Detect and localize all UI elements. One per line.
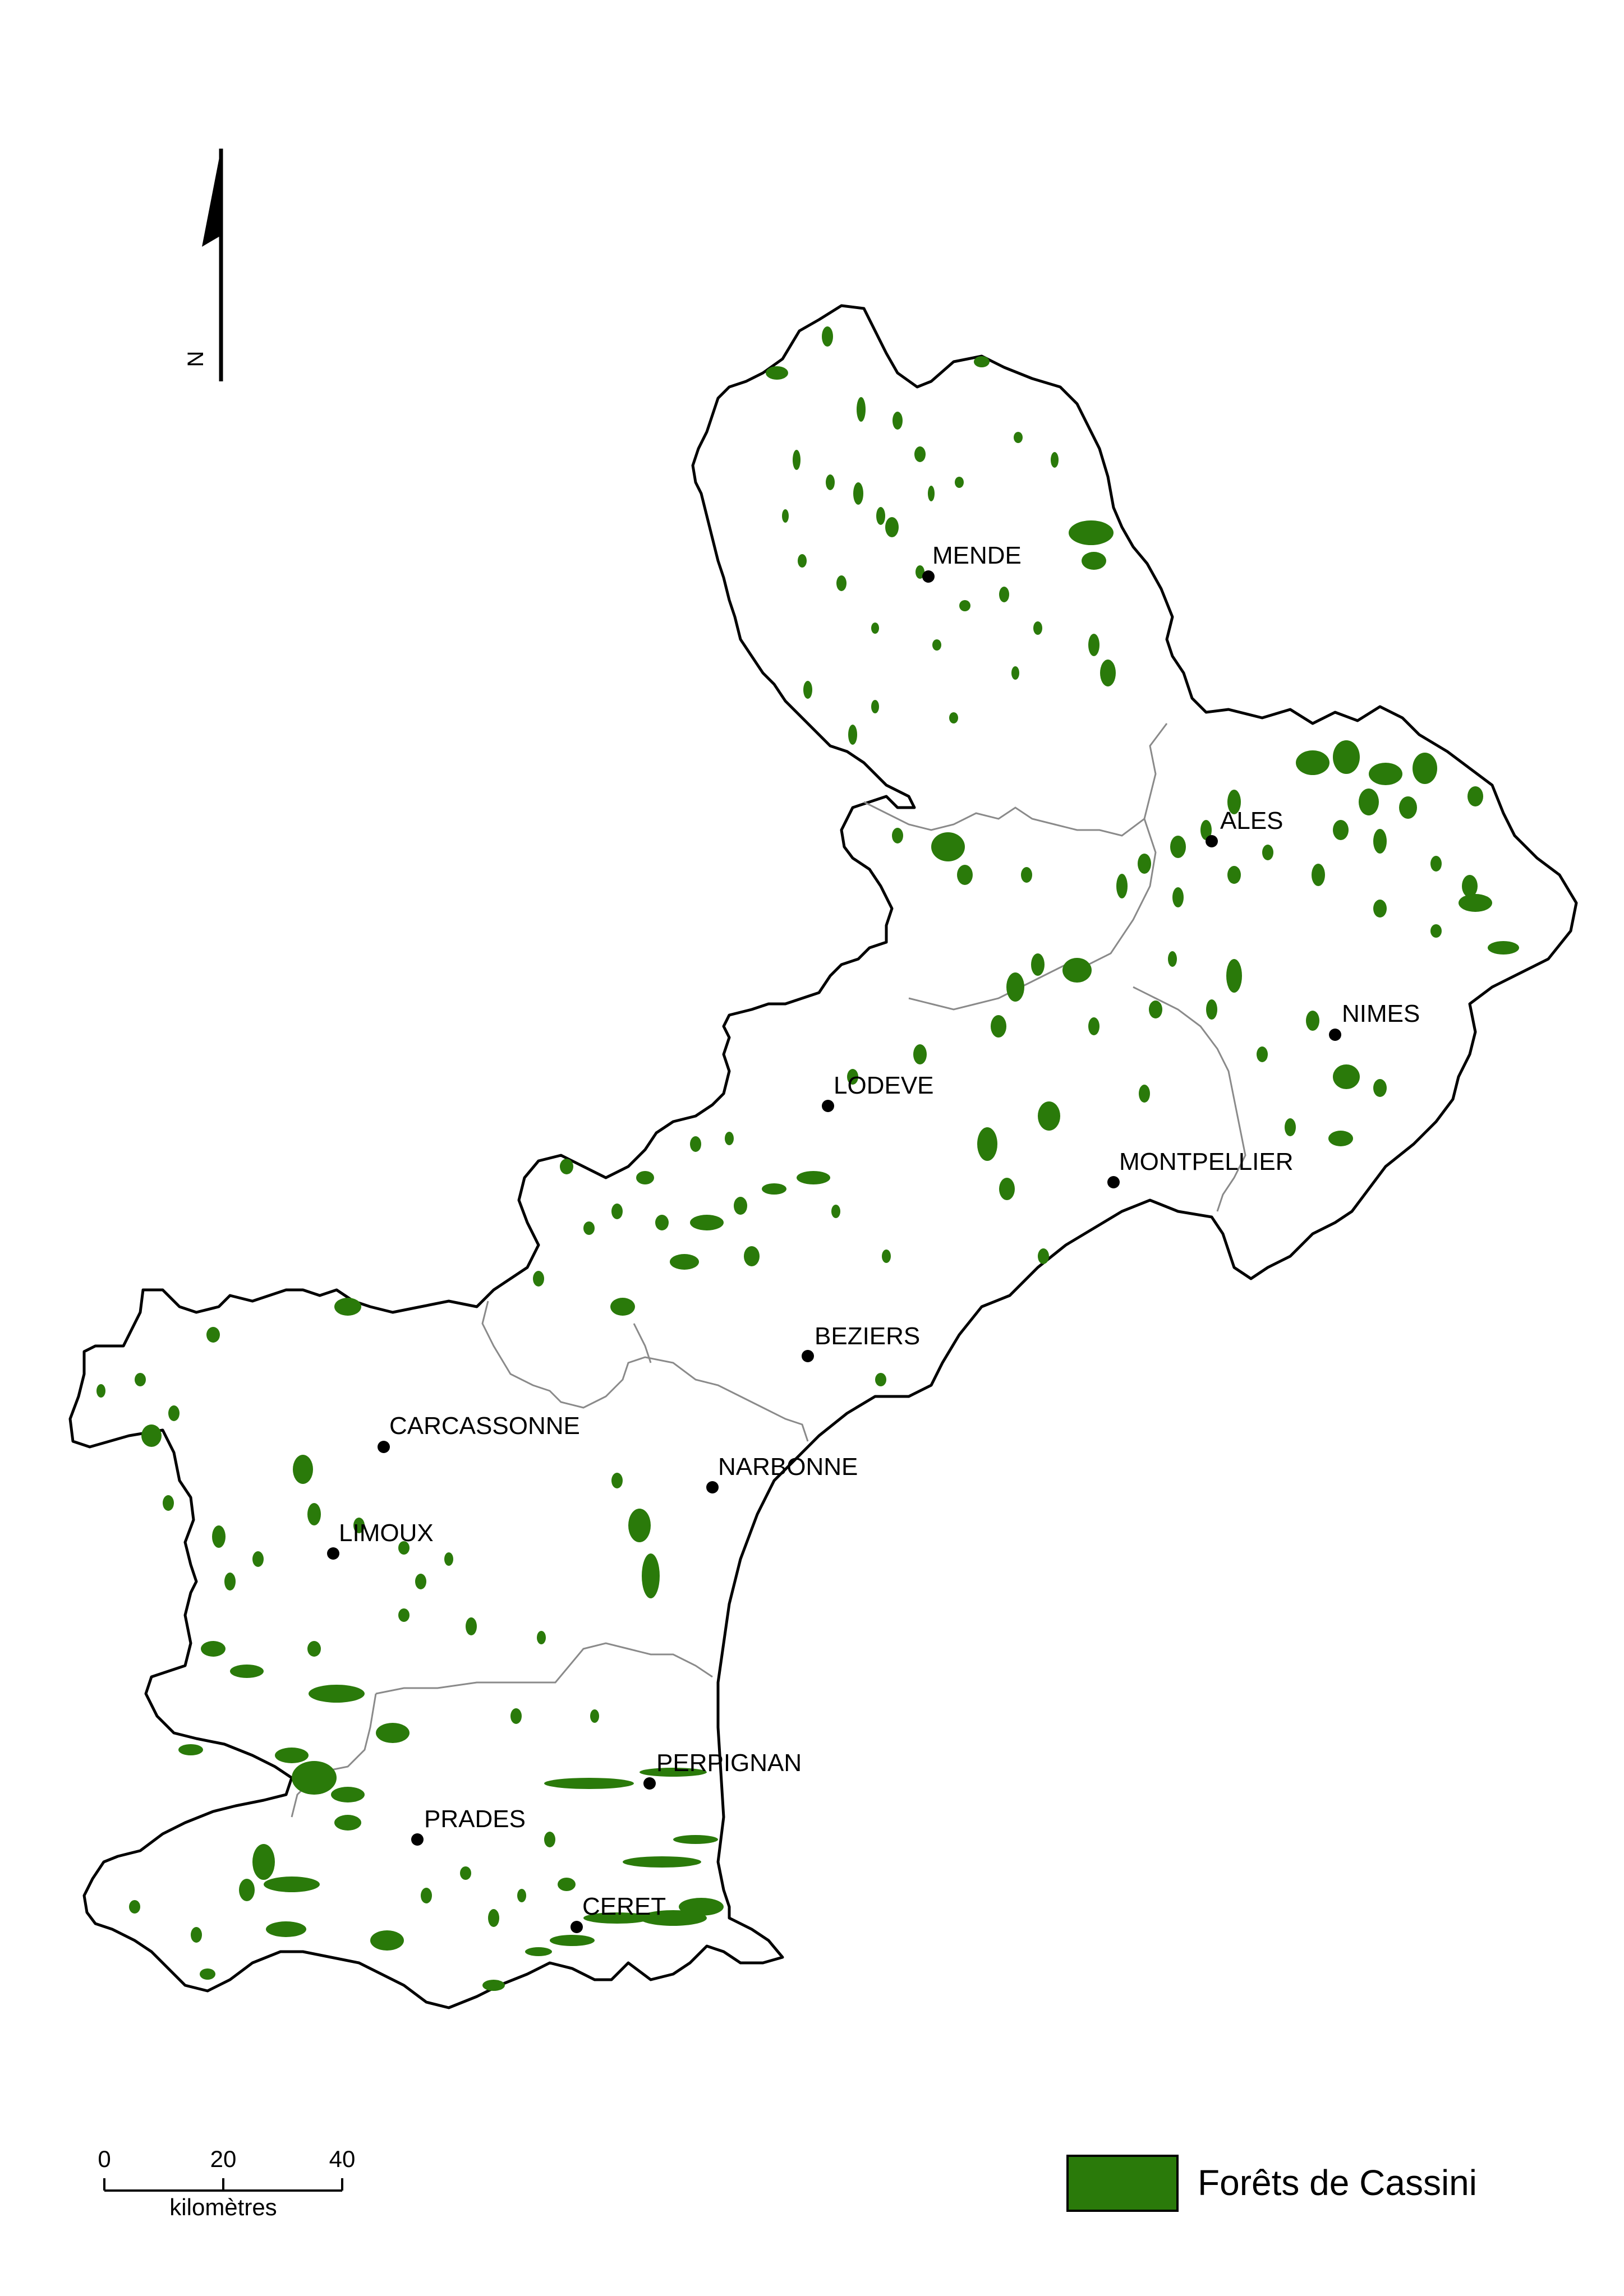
city-label-montpellier: MONTPELLIER [1119, 1148, 1294, 1175]
legend: Forêts de Cassini [1066, 2155, 1477, 2212]
city-lodeve: LODEVE [822, 1072, 934, 1112]
city-limoux: LIMOUX [327, 1519, 434, 1560]
city-perpignan: PERPIGNAN [643, 1749, 802, 1790]
city-label-lodeve: LODEVE [834, 1072, 934, 1099]
city-markers: MENDE ALES NIMES LODEVE MONTPELLIER BEZI… [327, 542, 1420, 1933]
legend-label: Forêts de Cassini [1198, 2163, 1477, 2203]
city-label-prades: PRADES [424, 1805, 526, 1833]
city-label-ales: ALES [1220, 807, 1283, 835]
city-prades: PRADES [411, 1805, 526, 1846]
city-label-ceret: CERET [582, 1893, 666, 1920]
north-arrow-letter: N [183, 351, 208, 367]
city-label-nimes: NIMES [1342, 1000, 1420, 1027]
forest-patches [96, 326, 1519, 1991]
city-carcassonne: CARCASSONNE [378, 1412, 580, 1453]
scale-tick-20: 20 [210, 2146, 237, 2172]
city-mende: MENDE [922, 542, 1022, 583]
city-ales: ALES [1206, 807, 1283, 847]
scale-unit: kilomètres [169, 2194, 277, 2220]
scale-bar: 0 20 40 kilomètres [98, 2146, 355, 2220]
legend-swatch [1066, 2155, 1179, 2212]
city-label-perpignan: PERPIGNAN [656, 1749, 802, 1777]
city-label-beziers: BEZIERS [815, 1322, 920, 1350]
city-label-carcassonne: CARCASSONNE [389, 1412, 580, 1440]
city-beziers: BEZIERS [802, 1322, 920, 1362]
city-label-mende: MENDE [932, 542, 1022, 569]
scale-tick-40: 40 [329, 2146, 356, 2172]
city-narbonne: NARBONNE [706, 1453, 858, 1493]
city-nimes: NIMES [1329, 1000, 1420, 1041]
north-arrow-head-icon [202, 149, 221, 247]
region-outline [68, 304, 1578, 2009]
city-montpellier: MONTPELLIER [1107, 1148, 1294, 1188]
city-ceret: CERET [571, 1893, 666, 1933]
city-label-limoux: LIMOUX [339, 1519, 434, 1547]
department-borders [291, 723, 1246, 1818]
north-arrow: N [183, 149, 223, 381]
scale-tick-0: 0 [98, 2146, 111, 2172]
city-label-narbonne: NARBONNE [718, 1453, 858, 1481]
